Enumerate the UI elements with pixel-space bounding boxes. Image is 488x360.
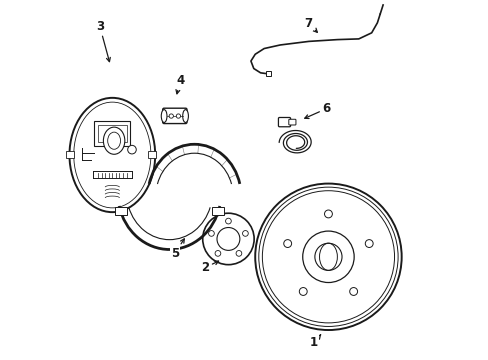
Text: 2: 2 [201,261,218,274]
Circle shape [217,228,240,250]
Circle shape [365,240,372,247]
FancyBboxPatch shape [278,117,290,127]
Text: 7: 7 [304,17,317,32]
Text: 1: 1 [309,335,320,349]
FancyBboxPatch shape [265,71,270,76]
Circle shape [349,288,357,296]
Circle shape [176,114,180,118]
Ellipse shape [103,127,124,154]
Ellipse shape [107,132,121,149]
FancyBboxPatch shape [66,152,74,158]
Text: 3: 3 [96,20,110,62]
Text: 6: 6 [304,102,330,118]
FancyBboxPatch shape [115,207,126,215]
Circle shape [324,210,332,218]
Ellipse shape [69,98,155,212]
Circle shape [302,231,353,283]
Circle shape [215,251,221,256]
Circle shape [299,288,306,296]
Circle shape [225,218,231,224]
Circle shape [127,145,136,154]
FancyBboxPatch shape [98,125,126,143]
Circle shape [236,251,241,256]
Circle shape [255,184,401,330]
FancyBboxPatch shape [212,207,224,215]
Ellipse shape [183,110,188,122]
Circle shape [169,114,173,118]
FancyBboxPatch shape [148,152,156,158]
Circle shape [283,240,291,247]
Circle shape [242,230,248,236]
FancyBboxPatch shape [163,108,186,123]
Text: 4: 4 [176,74,184,94]
Ellipse shape [161,110,166,122]
Circle shape [203,213,254,265]
Circle shape [208,230,214,236]
FancyBboxPatch shape [94,121,130,146]
FancyBboxPatch shape [288,119,295,125]
Text: 5: 5 [170,239,184,260]
